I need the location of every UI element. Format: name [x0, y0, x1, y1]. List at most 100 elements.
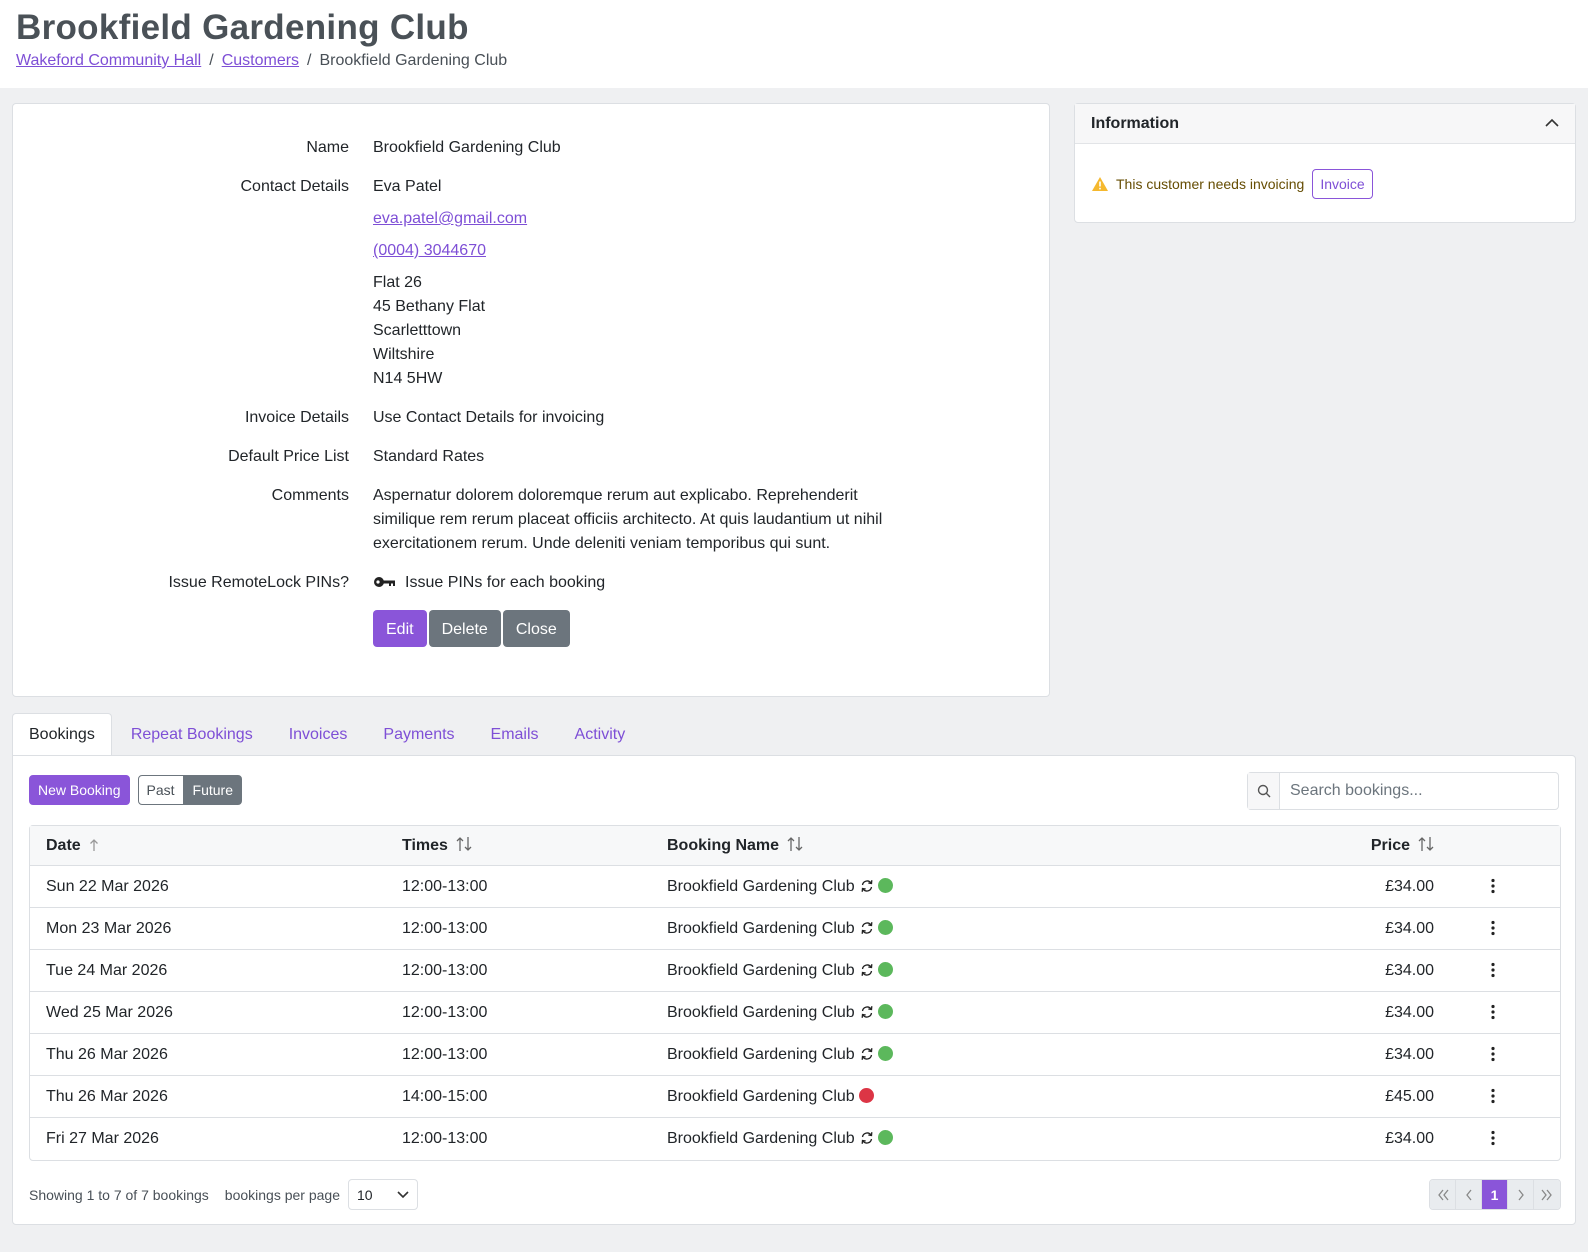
- panel-title: Information: [1091, 115, 1179, 132]
- action-button[interactable]: Delete: [428, 610, 501, 647]
- booking-name-cell: Brookfield Gardening Club: [651, 1076, 1270, 1118]
- search-box[interactable]: Search bookings...: [1247, 772, 1559, 810]
- bookings-table: Date Times Booking Name Price Sun 22 Mar 20…: [29, 825, 1561, 1161]
- breadcrumb-link[interactable]: Wakeford Community Hall: [16, 52, 202, 69]
- detail-value: Aspernatur dolorem doloremque rerum aut …: [373, 487, 883, 552]
- breadcrumb: Wakeford Community Hall / Customers / Brookf…: [16, 52, 1572, 70]
- booking-name-cell: Brookfield Gardening Club: [651, 992, 1270, 1034]
- row-menu[interactable]: [1490, 878, 1496, 894]
- row-menu-cell: [1450, 908, 1560, 950]
- action-row: Edit Delete Close: [13, 610, 1049, 647]
- status-dot: [877, 877, 893, 893]
- booking-row: Wed 25 Mar 2026 12:00-13:00 Brookfield Gar…: [30, 992, 1560, 1034]
- action-button[interactable]: Close: [502, 610, 570, 647]
- page-nav[interactable]: [1508, 1180, 1534, 1209]
- invoice-button[interactable]: Invoice: [1312, 169, 1373, 199]
- action-button[interactable]: Edit: [373, 610, 427, 647]
- breadcrumb-link[interactable]: Customers: [221, 52, 300, 69]
- row-menu-cell: [1450, 950, 1560, 992]
- row-menu[interactable]: [1490, 962, 1496, 978]
- panel-body: This customer needs invoicing Invoice: [1075, 144, 1575, 224]
- status-dot: [877, 1045, 893, 1061]
- tab[interactable]: Repeat Bookings: [130, 726, 253, 743]
- page-nav-icon: [1517, 1189, 1524, 1200]
- booking-times: 12:00-13:00: [386, 950, 651, 992]
- breadcrumb-current: Brookfield Gardening Club: [319, 52, 508, 69]
- booking-price: £45.00: [1270, 1076, 1450, 1118]
- status-dot: [877, 1003, 893, 1019]
- booking-name-cell: Brookfield Gardening Club: [651, 1118, 1270, 1160]
- page-nav[interactable]: [1534, 1180, 1560, 1209]
- page-nav[interactable]: [1430, 1180, 1456, 1209]
- booking-name: Brookfield Gardening Club: [667, 1087, 855, 1105]
- booking-date: Thu 26 Mar 2026: [30, 1034, 386, 1076]
- actions: Edit Delete Close: [373, 610, 903, 647]
- column-header[interactable]: Price: [1270, 826, 1450, 866]
- booking-row: Thu 26 Mar 2026 12:00-13:00 Brookfield Gar…: [30, 1034, 1560, 1076]
- booking-name: Brookfield Gardening Club: [667, 1130, 855, 1147]
- status-dot: [877, 1130, 893, 1145]
- tab[interactable]: Payments: [383, 726, 455, 743]
- booking-name: Brookfield Gardening Club: [667, 1003, 855, 1021]
- collapse-toggle[interactable]: [1545, 118, 1559, 128]
- detail-label: Issue RemoteLock PINs?: [168, 574, 349, 591]
- repeat-icon: [861, 879, 873, 892]
- filter-option[interactable]: Future: [183, 775, 242, 805]
- booking-price: £34.00: [1270, 1034, 1450, 1076]
- booking-name: Brookfield Gardening Club: [667, 961, 855, 979]
- booking-name: Brookfield Gardening Club: [667, 877, 855, 895]
- contact-phone[interactable]: (0004) 3044670: [373, 242, 486, 259]
- sort-icon: [1418, 837, 1434, 851]
- bookings-panel: New Booking Past Future Search bookings..…: [12, 755, 1576, 1225]
- detail-row: Contact Details Eva Patel eva.patel@gmai…: [13, 175, 1049, 391]
- detail-value: Issue PINs for each booking: [373, 571, 903, 595]
- row-menu-cell: [1450, 1034, 1560, 1076]
- page-header: Brookfield Gardening Club Wakeford Commu…: [0, 0, 1588, 88]
- per-page-select[interactable]: 10: [348, 1179, 418, 1210]
- status-dot: [877, 961, 893, 977]
- tab[interactable]: Activity: [574, 726, 626, 743]
- summary: Showing 1 to 7 of 7 bookings: [29, 1186, 209, 1203]
- booking-price: £34.00: [1270, 866, 1450, 908]
- table-head: Date Times Booking Name Price: [30, 826, 1560, 866]
- column-header[interactable]: Times: [386, 826, 651, 866]
- booking-name: Brookfield Gardening Club: [667, 1045, 855, 1063]
- page-nav[interactable]: [1456, 1180, 1482, 1209]
- table-body: Sun 22 Mar 2026 12:00-13:00 Brookfield Gar…: [30, 866, 1560, 1160]
- booking-price: £34.00: [1385, 1130, 1434, 1147]
- address-line: Scarletttown: [373, 322, 462, 339]
- row-menu[interactable]: [1490, 1088, 1496, 1104]
- booking-name-cell: Brookfield Gardening Club: [651, 866, 1270, 908]
- row-menu[interactable]: [1490, 920, 1496, 936]
- panel-header: Information: [1075, 104, 1575, 144]
- info-message: This customer needs invoicing: [1116, 176, 1305, 192]
- row-menu[interactable]: [1490, 1004, 1496, 1020]
- tab[interactable]: Bookings: [12, 713, 112, 756]
- per-page-value: 10: [357, 1186, 373, 1203]
- detail-value: Standard Rates: [373, 448, 485, 465]
- column-header[interactable]: Date: [30, 826, 386, 866]
- page-current[interactable]: 1: [1482, 1180, 1508, 1209]
- column-header[interactable]: Booking Name: [651, 826, 1270, 866]
- booking-times: 14:00-15:00: [386, 1076, 651, 1118]
- booking-times: 12:00-13:00: [386, 1034, 651, 1076]
- contact-email[interactable]: eva.patel@gmail.com: [373, 210, 528, 227]
- repeat-icon: [861, 963, 873, 976]
- booking-times: 12:00-13:00: [386, 866, 651, 908]
- row-menu[interactable]: [1490, 1130, 1496, 1146]
- header-row: Date Times Booking Name Price: [30, 826, 1560, 866]
- address-line: N14 5HW: [373, 370, 443, 387]
- new-booking-button[interactable]: New Booking: [29, 775, 130, 805]
- detail-value: Use Contact Details for invoicing: [373, 409, 605, 426]
- booking-date: Wed 25 Mar 2026: [30, 992, 386, 1034]
- tab[interactable]: Invoices: [288, 726, 348, 743]
- booking-row: Sun 22 Mar 2026 12:00-13:00 Brookfield Gar…: [30, 866, 1560, 908]
- information-panel: Information This customer needs invoicin…: [1074, 103, 1576, 223]
- address-line: Wiltshire: [373, 346, 435, 363]
- filter-option[interactable]: Past: [137, 775, 184, 805]
- customer-details: Name Brookfield Gardening Club Contact De…: [12, 103, 1050, 697]
- row-menu[interactable]: [1490, 1046, 1496, 1062]
- tab[interactable]: Emails: [490, 726, 539, 743]
